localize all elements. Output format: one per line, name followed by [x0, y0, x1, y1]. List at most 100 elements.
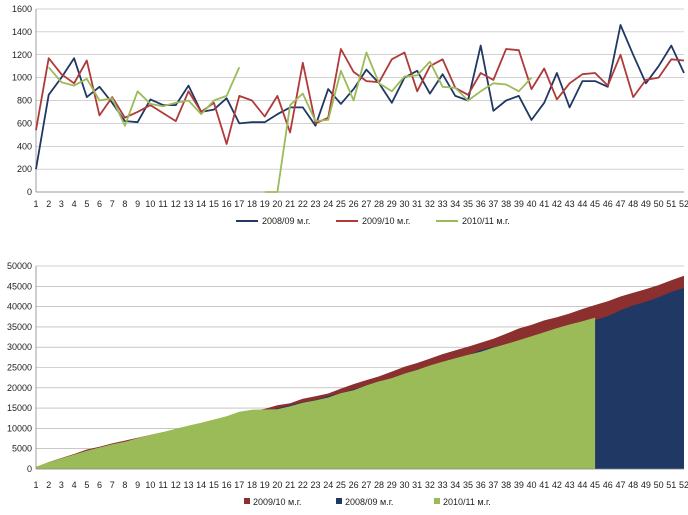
x-tick-label: 2 — [46, 480, 51, 490]
x-tick-label: 6 — [97, 480, 102, 490]
y-tick-label: 40000 — [7, 302, 32, 312]
x-tick-label: 15 — [209, 480, 219, 490]
legend-label: 2010/11 м.г. — [443, 497, 491, 507]
y-tick-label: 45000 — [7, 281, 32, 291]
x-tick-label: 27 — [361, 480, 371, 490]
series-line-3 — [48, 51, 533, 193]
x-tick-label: 15 — [209, 199, 219, 209]
x-tick-label: 20 — [272, 480, 282, 490]
x-tick-label: 8 — [122, 199, 127, 209]
y-tick-label: 800 — [17, 96, 32, 106]
x-tick-label: 25 — [336, 199, 346, 209]
x-tick-label: 42 — [552, 480, 562, 490]
x-tick-label: 33 — [438, 480, 448, 490]
x-tick-label: 49 — [641, 199, 651, 209]
x-tick-label: 21 — [285, 480, 295, 490]
y-tick-label: 1600 — [12, 4, 32, 14]
x-tick-label: 48 — [628, 480, 638, 490]
x-tick-label: 11 — [158, 480, 167, 490]
x-tick-label: 16 — [222, 480, 232, 490]
x-tick-label: 9 — [135, 480, 140, 490]
x-tick-label: 25 — [336, 480, 346, 490]
area-chart: 0 5000 10000 15000 20000 25000 30000 35000 40000… — [7, 261, 688, 507]
legend-label: 2008/09 м.г. — [262, 216, 310, 226]
x-tick-label: 51 — [666, 199, 676, 209]
x-tick-label: 44 — [577, 199, 587, 209]
x-tick-label: 26 — [349, 480, 359, 490]
x-tick-label: 4 — [72, 199, 77, 209]
x-tick-label: 30 — [399, 480, 409, 490]
x-tick-label: 52 — [679, 199, 688, 209]
x-tick-label: 7 — [110, 480, 115, 490]
x-tick-label: 43 — [565, 199, 575, 209]
x-tick-label: 7 — [110, 199, 115, 209]
x-tick-label: 20 — [272, 199, 282, 209]
x-tick-label: 31 — [412, 480, 422, 490]
x-tick-label: 37 — [488, 480, 498, 490]
x-tick-label: 46 — [603, 199, 613, 209]
y-tick-label: 20000 — [7, 383, 32, 393]
x-tick-label: 50 — [654, 480, 664, 490]
x-tick-label: 1 — [33, 480, 38, 490]
x-tick-label: 32 — [425, 199, 435, 209]
legend-label: 2008/09 м.г. — [345, 497, 393, 507]
x-tick-label: 10 — [145, 199, 155, 209]
x-tick-label: 29 — [387, 199, 397, 209]
x-tick-label: 35 — [463, 480, 473, 490]
x-tick-label: 39 — [514, 480, 524, 490]
x-tick-label: 38 — [501, 199, 511, 209]
x-tick-label: 30 — [399, 199, 409, 209]
x-tick-label: 49 — [641, 480, 651, 490]
x-tick-label: 24 — [323, 199, 333, 209]
y-tick-label: 200 — [17, 164, 32, 174]
legend-label: 2009/10 м.г. — [362, 216, 410, 226]
area-series-3 — [36, 317, 596, 469]
x-tick-label: 9 — [135, 199, 140, 209]
x-tick-label: 19 — [260, 199, 270, 209]
y-tick-label: 400 — [17, 141, 32, 151]
x-tick-label: 36 — [476, 480, 486, 490]
x-tick-label: 36 — [476, 199, 486, 209]
x-tick-label: 5 — [84, 199, 89, 209]
legend-swatch — [244, 498, 250, 504]
x-tick-label: 5 — [84, 480, 89, 490]
y-tick-label: 25000 — [7, 363, 32, 373]
x-tick-label: 45 — [590, 480, 600, 490]
x-tick-label: 6 — [97, 199, 102, 209]
y-tick-label: 15000 — [7, 403, 32, 413]
x-tick-label: 29 — [387, 480, 397, 490]
series-line-1 — [35, 24, 685, 170]
x-tick-label: 41 — [539, 199, 549, 209]
y-tick-label: 1200 — [12, 50, 32, 60]
x-tick-label: 3 — [59, 199, 64, 209]
legend-swatch — [336, 498, 342, 504]
x-tick-label: 24 — [323, 480, 333, 490]
x-tick-label: 16 — [222, 199, 232, 209]
y-tick-label: 0 — [27, 464, 32, 474]
x-tick-label: 48 — [628, 199, 638, 209]
y-tick-label: 10000 — [7, 423, 32, 433]
series-line-2 — [35, 48, 685, 145]
x-tick-label: 50 — [654, 199, 664, 209]
x-tick-label: 10 — [145, 480, 155, 490]
x-tick-label: 38 — [501, 480, 511, 490]
x-tick-label: 28 — [374, 199, 384, 209]
x-tick-label: 28 — [374, 480, 384, 490]
x-tick-label: 13 — [183, 199, 193, 209]
x-tick-label: 11 — [158, 199, 167, 209]
x-tick-label: 45 — [590, 199, 600, 209]
x-tick-label: 32 — [425, 480, 435, 490]
y-tick-label: 600 — [17, 118, 32, 128]
x-tick-label: 51 — [666, 480, 676, 490]
x-tick-label: 18 — [247, 480, 257, 490]
x-tick-label: 34 — [450, 480, 460, 490]
y-tick-label: 5000 — [12, 444, 32, 454]
x-tick-label: 17 — [234, 480, 244, 490]
legend-label: 2010/11 м.г. — [462, 216, 510, 226]
x-tick-label: 40 — [527, 480, 537, 490]
x-tick-label: 27 — [361, 199, 371, 209]
x-tick-label: 37 — [488, 199, 498, 209]
y-tick-label: 1000 — [12, 73, 32, 83]
x-tick-label: 42 — [552, 199, 562, 209]
